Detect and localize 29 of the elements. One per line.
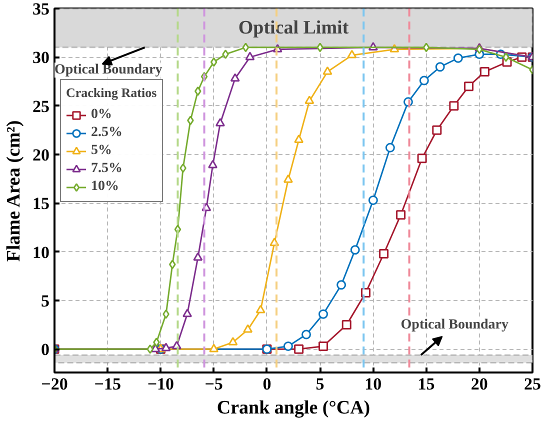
annotation: Optical Boundary	[400, 318, 509, 333]
x-tick-label: 15	[418, 374, 435, 394]
legend-label: 5%	[91, 142, 112, 160]
legend-label: 7.5%	[91, 160, 122, 178]
x-tick-label: −5	[204, 374, 223, 394]
x-tick-label: −15	[94, 374, 121, 394]
y-axis-title: Flame Area (cm²)	[4, 120, 24, 262]
x-tick-label: 25	[524, 374, 541, 394]
y-tick-label: 25	[32, 96, 50, 116]
y-tick-label: 10	[32, 242, 50, 262]
x-tick-label: −10	[147, 374, 174, 394]
y-tick-label: 0	[41, 340, 50, 360]
legend-label: 10%	[91, 178, 119, 196]
legend-label: 2.5%	[91, 124, 122, 142]
x-tick-label: 10	[364, 374, 382, 394]
legend-title: Cracking Ratios	[66, 85, 157, 101]
y-tick-label: 15	[32, 194, 50, 214]
x-tick-label: 5	[316, 374, 324, 394]
legend-label: 0%	[91, 106, 112, 124]
y-tick-label: 30	[32, 48, 50, 68]
x-tick-label: 20	[470, 374, 488, 394]
y-tick-label: 5	[41, 291, 50, 310]
y-tick-label: 35	[32, 0, 50, 18]
x-tick-label: 0	[262, 374, 272, 394]
y-tick-label: 20	[32, 145, 50, 164]
band-label: Optical Limit	[238, 17, 350, 38]
x-axis-title: Crank angle (°CA)	[216, 398, 370, 418]
annotation: Optical Boundary	[54, 62, 162, 78]
x-tick-label: −20	[41, 374, 68, 394]
